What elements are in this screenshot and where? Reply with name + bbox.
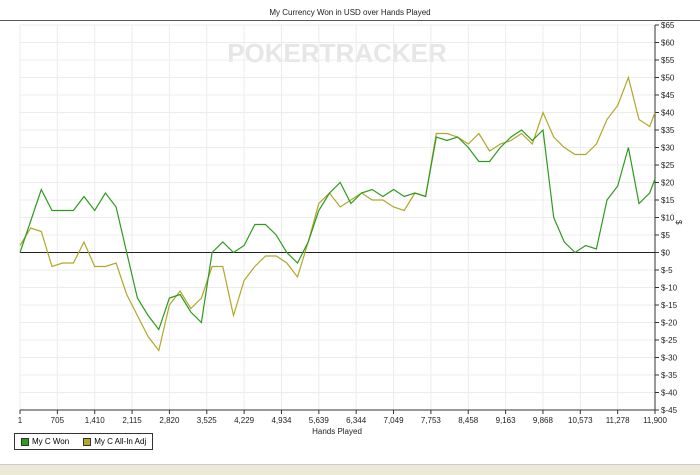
y-tick-label: $25 [661,161,675,170]
x-tick-label: 3,525 [197,416,218,425]
y-tick-label: $0 [661,249,670,258]
y-tick-label: $65 [661,21,675,30]
chart-title: My Currency Won in USD over Hands Played [269,8,431,17]
y-tick-label: $5 [661,231,670,240]
title-divider [0,20,700,21]
x-tick-label: 7,049 [384,416,405,425]
series-line-1 [19,75,656,352]
y-tick-label: $-20 [661,319,678,328]
legend-label: My C All-In Adj [94,437,147,446]
x-tick-label: 2,820 [159,416,180,425]
y-tick-label: $-10 [661,284,678,293]
legend-item-allin[interactable]: My C All-In Adj [83,437,146,446]
y-tick-label: $-40 [661,389,678,398]
x-tick-label: 1 [18,416,23,425]
y-tick-label: $35 [661,126,675,135]
x-tick-label: 9,163 [496,416,517,425]
y-tick-label: $45 [661,91,675,100]
x-tick-label: 11,900 [643,416,667,425]
y-tick-label: $-35 [661,371,678,380]
y-tick-label: $15 [661,196,675,205]
legend-item-won[interactable]: My C Won [21,437,69,446]
x-tick-label: 6,344 [346,416,367,425]
x-axis-label: Hands Played [312,427,362,436]
x-tick-label: 1,410 [85,416,106,425]
y-tick-label: $30 [661,144,675,153]
x-tick-label: 9,868 [533,416,554,425]
x-tick-label: 7,753 [421,416,442,425]
y-tick-label: $-45 [661,406,678,415]
x-tick-label: 5,639 [309,416,330,425]
y-axis-label: $ [674,220,683,225]
y-tick-label: $-30 [661,354,678,363]
y-tick-label: $-25 [661,336,678,345]
y-tick-label: $60 [661,39,675,48]
y-tick-label: $20 [661,179,675,188]
x-tick-label: 11,278 [606,416,630,425]
y-tick-label: $10 [661,214,675,223]
legend-label: My C Won [32,437,70,446]
x-tick-label: 2,115 [122,416,142,425]
x-tick-label: 8,458 [458,416,479,425]
y-tick-label: $-15 [661,301,678,310]
x-tick-label: 4,934 [271,416,292,425]
x-tick-label: 10,573 [568,416,593,425]
status-bar [0,464,700,475]
legend-swatch-allin [83,437,92,446]
series-line-0 [19,128,656,331]
legend-swatch-won [21,437,29,446]
x-tick-label: 705 [51,416,65,425]
y-tick-label: $-5 [661,266,673,275]
y-tick-label: $50 [661,74,675,83]
y-tick-label: $40 [661,109,675,118]
y-tick-label: $55 [661,56,675,65]
legend: My C Won My C All-In Adj [14,433,154,450]
x-tick-label: 4,229 [234,416,255,425]
